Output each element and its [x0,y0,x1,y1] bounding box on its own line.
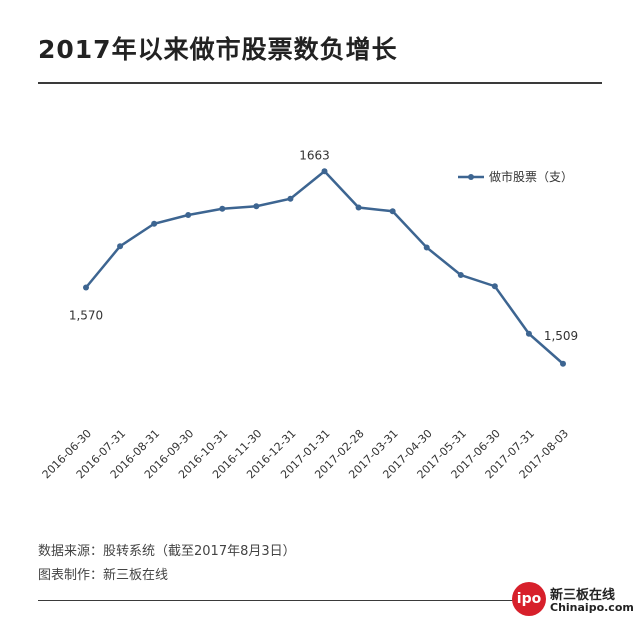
data-point [253,203,260,210]
logo-en-text: Chinaipo.com [550,601,634,614]
data-point [389,208,396,215]
title-divider [38,82,602,84]
chart-title: 2017年以来做市股票数负增长 [38,35,398,64]
data-label-layer: 1,570 1663 1,509 [69,148,578,343]
chart-legend: 做市股票（支） [458,169,573,184]
data-point [457,272,464,278]
series-line [85,169,564,365]
line-chart: 1,570 1663 1,509 2016-06-302016-07-312016-… [40,148,578,481]
footer-divider [38,600,513,601]
data-source-text: 数据来源：股转系统（截至2017年8月3日） [38,544,296,559]
legend-marker [468,174,474,180]
data-point [321,168,328,175]
data-point [219,205,226,212]
data-point [83,284,89,291]
data-point [355,204,362,211]
data-point [287,195,294,202]
data-point [491,283,498,290]
x-tick-layer: 2016-06-302016-07-312016-08-312016-09-30… [40,427,571,481]
data-point [560,360,566,367]
data-point [117,243,124,250]
data-point [525,330,532,337]
chart-credit-text: 图表制作：新三板在线 [38,568,169,583]
notes-block: 数据来源：股转系统（截至2017年8月3日） 图表制作：新三板在线 [38,540,296,588]
series-layer [83,168,566,367]
data-label: 1,509 [544,329,578,343]
brand-logo: ipo 新三板在线 Chinaipo.com [512,580,634,620]
data-point [185,212,192,218]
data-point [423,244,430,251]
logo-cn-text: 新三板在线 [550,588,616,603]
ipo-logo-icon: ipo [512,582,546,616]
data-label: 1663 [299,148,330,162]
data-point [151,220,158,227]
data-label: 1,570 [69,309,103,323]
legend-series-name: 做市股票（支） [489,169,573,184]
